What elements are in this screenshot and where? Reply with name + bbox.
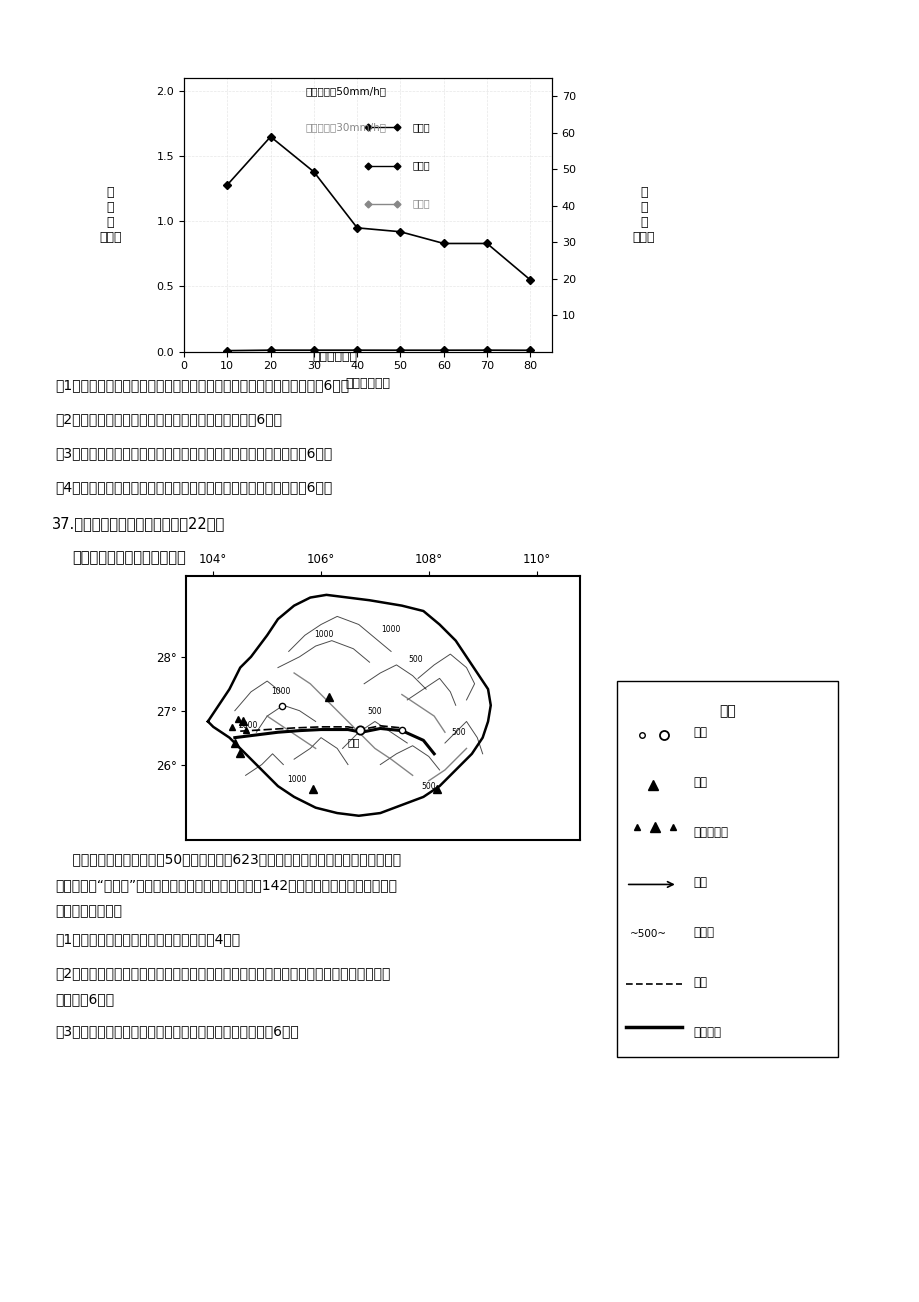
Text: 泥沙量: 泥沙量 [412,122,429,132]
Text: 径流量: 径流量 [412,160,429,171]
Text: 省份。根据“十三五”规划，贵州省拟通过易地搬迁实现142万贫困人口脱贫，就近相对集: 省份。根据“十三五”规划，贵州省拟通过易地搬迁实现142万贫困人口脱贫，就近相对… [55,878,397,892]
Text: 中安置迁出人口。: 中安置迁出人口。 [55,904,122,918]
Text: 河流: 河流 [693,876,707,889]
Text: 材料一：下图为贵州省略图。: 材料一：下图为贵州省略图。 [72,549,186,565]
Text: 500: 500 [407,655,422,664]
Text: 图例: 图例 [718,704,735,717]
Text: 降水强度（30mm/h）: 降水强度（30mm/h） [305,122,386,132]
Text: 山峰: 山峰 [693,776,707,789]
Text: 降水强度（50mm/h）: 降水强度（50mm/h） [305,86,386,96]
Text: 1000: 1000 [381,625,401,634]
Text: 铁路: 铁路 [693,976,707,990]
Text: （1）与野外定位监测相比，说明研究团队采用室内模拟降雨的原因。（6分）: （1）与野外定位监测相比，说明研究团队采用室内模拟降雨的原因。（6分） [55,378,348,392]
Text: （3）据材料描述地表泥沙量随降雨历时的变化趋势并分析原因。（6分）: （3）据材料描述地表泥沙量随降雨历时的变化趋势并分析原因。（6分） [55,447,332,460]
Text: 1000: 1000 [271,687,290,697]
Text: 等高线: 等高线 [693,926,714,939]
Text: （2）指出该实验前期准备工作所涉及的具体方面。（6分）: （2）指出该实验前期准备工作所涉及的具体方面。（6分） [55,411,282,426]
X-axis label: 时间（分钟）: 时间（分钟） [346,376,390,389]
Text: 原因。（6分）: 原因。（6分） [55,992,114,1006]
Text: 37.阅读材料，完成下列问题。（22分）: 37.阅读材料，完成下列问题。（22分） [52,516,225,531]
Text: （2）贵州省主要地质灾害有滑坡、崩塡、泥石流和地面塡陷等，分析该省地面塡陷多发的: （2）贵州省主要地质灾害有滑坡、崩塡、泥石流和地面塡陷等，分析该省地面塡陷多发的 [55,966,390,980]
Text: ~500~: ~500~ [630,930,666,939]
Text: 1000: 1000 [287,775,306,784]
Text: 500: 500 [368,707,381,716]
Y-axis label: 径
流
量
（升）: 径 流 量 （升） [632,186,654,243]
Text: 径流量: 径流量 [412,198,429,208]
Text: 500: 500 [421,781,436,790]
Text: 石林及峰林: 石林及峰林 [693,825,728,838]
Text: 贵阳: 贵阳 [346,738,359,747]
Text: （4）分析喀斯特坡耕地土壤侵蚀可能会带来哪些生态环境问题？（6分）: （4）分析喀斯特坡耕地土壤侵蚀可能会带来哪些生态环境问题？（6分） [55,480,332,493]
Text: （3）分析贵州省将易地搬迁作为脱贫途径的主要原因。（6分）: （3）分析贵州省将易地搬迁作为脱贫途径的主要原因。（6分） [55,1023,299,1038]
Text: 贵州省拥有国家级贫困县50个，贫困人口623万，是全国贫困人口最多、比重较高的: 贵州省拥有国家级贫困县50个，贫困人口623万，是全国贫困人口最多、比重较高的 [55,852,401,866]
Text: 500: 500 [450,728,465,737]
Text: 高速公路: 高速公路 [693,1026,720,1039]
Y-axis label: 泥
沙
量
（克）: 泥 沙 量 （克） [99,186,121,243]
Text: 2000: 2000 [238,721,257,730]
Text: 1000: 1000 [313,630,333,639]
Text: 时间（分钟）: 时间（分钟） [312,350,357,363]
Text: 城市: 城市 [693,727,707,740]
Text: （1）简述贵州省地形地貌的主要特征。（4分）: （1）简述贵州省地形地貌的主要特征。（4分） [55,932,240,947]
